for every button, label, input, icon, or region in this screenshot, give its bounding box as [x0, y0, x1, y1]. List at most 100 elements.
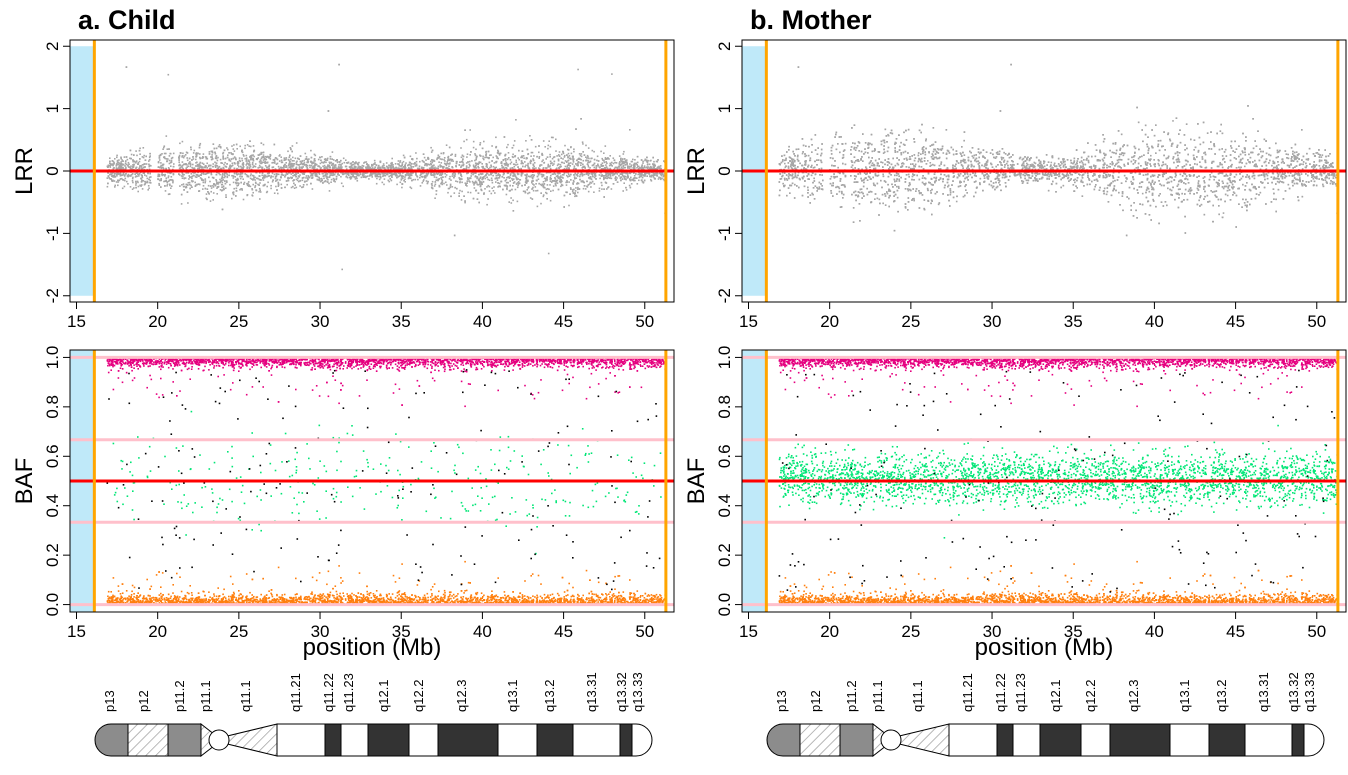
- data-point: [178, 173, 180, 175]
- data-point: [190, 148, 192, 151]
- data-point: [507, 152, 510, 154]
- data-point: [404, 163, 407, 166]
- data-point: [623, 167, 626, 169]
- data-point: [292, 166, 294, 168]
- data-point: [562, 151, 564, 153]
- data-point: [561, 161, 564, 164]
- data-point: [334, 160, 337, 162]
- data-point: [470, 151, 472, 153]
- data-point: [650, 167, 652, 169]
- data-point: [226, 176, 229, 179]
- data-point: [532, 163, 535, 166]
- data-point: [172, 181, 174, 184]
- data-point: [616, 177, 618, 179]
- data-point: [258, 178, 261, 181]
- data-point: [550, 190, 552, 192]
- data-point: [232, 177, 235, 179]
- data-point: [368, 168, 371, 170]
- data-point: [499, 152, 502, 155]
- data-point: [163, 152, 166, 155]
- data-point: [222, 158, 225, 160]
- data-point: [115, 167, 118, 169]
- data-point: [379, 160, 382, 163]
- data-point: [261, 166, 264, 169]
- data-point: [264, 174, 267, 177]
- data-point: [188, 175, 190, 177]
- data-point: [320, 180, 323, 182]
- data-point: [121, 187, 124, 190]
- data-point: [325, 176, 328, 178]
- data-point: [626, 172, 628, 174]
- data-point: [527, 165, 529, 168]
- data-point: [345, 162, 348, 164]
- data-point: [426, 164, 428, 167]
- data-point: [275, 163, 278, 165]
- data-point: [391, 157, 393, 160]
- data-point: [449, 184, 452, 187]
- data-point: [509, 163, 512, 165]
- data-point: [261, 161, 264, 164]
- data-point: [537, 174, 540, 176]
- data-point: [662, 178, 665, 181]
- data-point: [212, 163, 214, 165]
- data-point: [168, 179, 171, 181]
- data-point: [404, 168, 406, 171]
- data-point: [259, 153, 261, 156]
- data-point: [229, 160, 232, 162]
- data-point: [566, 166, 569, 168]
- data-point: [633, 175, 636, 177]
- data-point: [458, 164, 461, 166]
- data-point: [245, 157, 248, 159]
- data-point: [625, 172, 627, 175]
- data-point: [304, 158, 307, 160]
- data-point: [273, 143, 276, 146]
- data-point: [376, 173, 378, 176]
- data-point: [207, 184, 210, 187]
- data-point: [603, 178, 605, 181]
- data-point: [319, 180, 322, 183]
- data-point: [381, 172, 384, 175]
- data-point: [479, 142, 482, 144]
- data-point: [409, 155, 412, 158]
- data-point: [397, 160, 400, 162]
- data-point: [506, 188, 508, 191]
- data-point: [473, 172, 475, 175]
- data-point: [569, 187, 572, 189]
- data-point: [536, 189, 539, 192]
- data-point: [119, 162, 122, 165]
- data-point: [117, 179, 119, 182]
- data-point: [325, 166, 327, 168]
- data-point: [512, 168, 514, 170]
- data-point: [194, 181, 196, 184]
- data-point: [160, 164, 162, 167]
- data-point: [486, 176, 488, 179]
- data-point: [550, 181, 553, 183]
- data-point: [588, 157, 590, 160]
- data-point: [622, 153, 625, 155]
- data-point: [439, 173, 442, 175]
- data-point: [549, 145, 552, 148]
- data-point: [564, 165, 567, 168]
- data-point: [575, 128, 577, 130]
- data-point: [449, 186, 452, 188]
- data-point: [550, 174, 552, 177]
- data-point: [604, 157, 607, 159]
- data-point: [598, 174, 601, 176]
- data-point: [580, 118, 582, 120]
- data-point: [230, 153, 233, 155]
- data-point: [323, 158, 326, 161]
- data-point: [494, 168, 496, 170]
- data-point: [594, 173, 597, 175]
- data-point: [297, 180, 300, 183]
- data-point: [519, 179, 522, 181]
- data-point: [424, 164, 426, 167]
- data-point: [582, 187, 585, 190]
- data-point: [558, 151, 561, 153]
- data-point: [450, 179, 452, 181]
- data-point: [352, 173, 354, 175]
- data-point: [555, 150, 557, 152]
- data-point: [550, 178, 552, 180]
- data-point: [252, 145, 255, 147]
- data-point: [161, 153, 163, 155]
- data-point: [503, 172, 505, 175]
